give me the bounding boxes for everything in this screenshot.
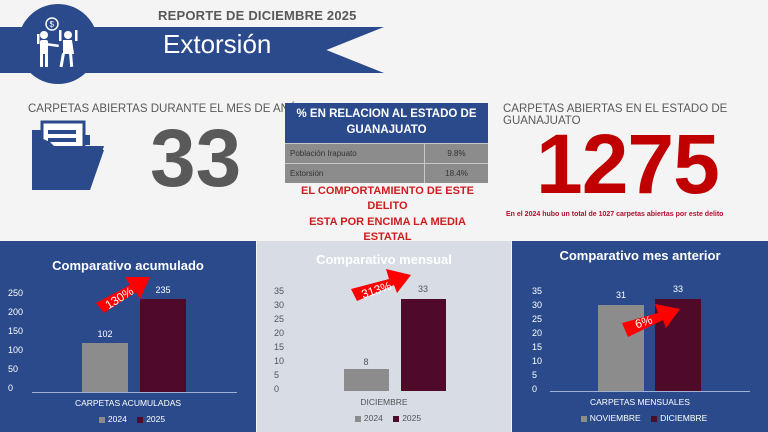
row-value: 9.8% xyxy=(423,142,488,163)
legend-label: DICIEMBRE xyxy=(660,413,708,423)
y-tick: 0 xyxy=(8,383,14,393)
plot-area xyxy=(0,241,256,392)
legend-swatch xyxy=(651,415,658,422)
bar-2025 xyxy=(401,299,446,391)
folder-icon xyxy=(28,120,108,197)
legend-label: NOVIEMBRE xyxy=(589,413,641,423)
bar-value-label: 33 xyxy=(672,284,683,294)
table-row: Extorsión 18.4% xyxy=(285,162,488,183)
table-row: Población Irapuato 9.8% xyxy=(285,142,488,163)
chart-legend: NOVIEMBRE DICIEMBRE xyxy=(512,413,768,423)
row-value: 18.4% xyxy=(423,162,488,183)
y-tick: 30 xyxy=(274,300,285,310)
alert-line: EL COMPORTAMIENTO DE ESTE DELITO xyxy=(301,185,474,213)
y-tick: 10 xyxy=(274,356,285,366)
state-percentage-table: % EN RELACION AL ESTADO DE GUANAJUATO Po… xyxy=(285,103,488,183)
table-header: % EN RELACION AL ESTADO DE GUANAJUATO xyxy=(285,103,488,143)
state-cases-label: CARPETAS ABIERTAS EN EL ESTADO DE GUANAJ… xyxy=(503,103,728,127)
legend-swatch xyxy=(393,415,400,422)
chart-title: Comparativo mensual xyxy=(316,252,452,267)
state-cases-value: 1275 xyxy=(536,117,720,211)
chart-panel-accumulated: Comparativo acumulado 250 200 150 100 50… xyxy=(0,241,256,432)
y-tick: 20 xyxy=(274,328,285,338)
svg-text:$: $ xyxy=(50,20,55,29)
legend-swatch xyxy=(137,416,144,423)
legend-swatch xyxy=(580,415,587,422)
chart-legend: 2024 2025 xyxy=(257,413,511,423)
legend-label: 2024 xyxy=(363,413,383,423)
alert-line: ESTA POR ENCIMA LA MEDIA ESTATAL xyxy=(309,215,466,244)
bar-value-label: 8 xyxy=(363,357,369,367)
y-tick: 10 xyxy=(532,356,543,366)
x-category-label: CARPETAS MENSUALES xyxy=(590,397,690,407)
y-tick: 50 xyxy=(8,364,19,374)
bar-value-label: 33 xyxy=(417,284,428,294)
y-tick: 5 xyxy=(274,370,280,380)
y-tick: 0 xyxy=(274,384,280,394)
y-tick: 20 xyxy=(532,328,543,338)
legend-swatch xyxy=(98,416,105,423)
y-tick: 30 xyxy=(532,300,543,310)
extortion-people-icon: $ xyxy=(18,4,98,84)
chart-legend: 2024 2025 xyxy=(0,414,256,424)
chart-panel-monthly: Comparativo mensual 35 30 25 20 15 10 5 … xyxy=(257,241,511,432)
plot-area xyxy=(257,241,511,391)
legend-swatch xyxy=(354,415,361,422)
chart-panel-previous-month: Comparativo mes anterior 35 30 25 20 15 … xyxy=(512,241,768,432)
y-tick: 25 xyxy=(532,314,543,324)
y-tick: 100 xyxy=(8,345,24,355)
chart-title: Comparativo acumulado xyxy=(52,258,204,273)
bar-value-label: 235 xyxy=(155,285,171,295)
bar-2025 xyxy=(140,299,186,392)
alert-message: EL COMPORTAMIENTO DE ESTE DELITO ESTA PO… xyxy=(285,184,490,246)
bar-value-label: 31 xyxy=(615,290,626,300)
y-tick: 0 xyxy=(532,384,538,394)
y-tick: 15 xyxy=(274,342,285,352)
increase-arrow-icon xyxy=(96,277,150,313)
legend-label: 2025 xyxy=(402,413,422,423)
row-label: Extorsión xyxy=(285,162,425,183)
monthly-cases-label: CARPETAS ABIERTAS DURANTE EL MES DE ANÁL… xyxy=(28,103,325,115)
legend-label: 2024 xyxy=(107,414,127,424)
x-axis xyxy=(32,392,237,393)
monthly-cases-value: 33 xyxy=(150,113,242,204)
chart-title: Comparativo mes anterior xyxy=(559,248,721,263)
x-category-label: DICIEMBRE xyxy=(360,397,408,407)
y-tick: 35 xyxy=(274,286,285,296)
y-tick: 200 xyxy=(8,307,24,317)
x-axis xyxy=(550,391,750,392)
bar-2024 xyxy=(82,343,128,392)
increase-arrow-icon xyxy=(622,304,680,337)
x-category-label: CARPETAS ACUMULADAS xyxy=(74,398,182,408)
bar-value-label: 102 xyxy=(97,329,113,339)
y-tick: 5 xyxy=(532,370,538,380)
y-tick: 250 xyxy=(8,288,24,298)
bar-2024 xyxy=(344,369,389,391)
y-tick: 25 xyxy=(274,314,285,324)
y-tick: 15 xyxy=(532,342,543,352)
page-title: Extorsión xyxy=(163,29,272,59)
increase-arrow-icon xyxy=(351,269,411,301)
y-tick: 35 xyxy=(532,286,543,296)
report-subtitle: REPORTE DE DICIEMBRE 2025 xyxy=(158,8,357,23)
y-tick: 150 xyxy=(8,326,24,336)
state-cases-note: En el 2024 hubo un total de 1027 carpeta… xyxy=(506,211,724,218)
legend-label: 2025 xyxy=(146,414,166,424)
row-label: Población Irapuato xyxy=(285,142,425,163)
